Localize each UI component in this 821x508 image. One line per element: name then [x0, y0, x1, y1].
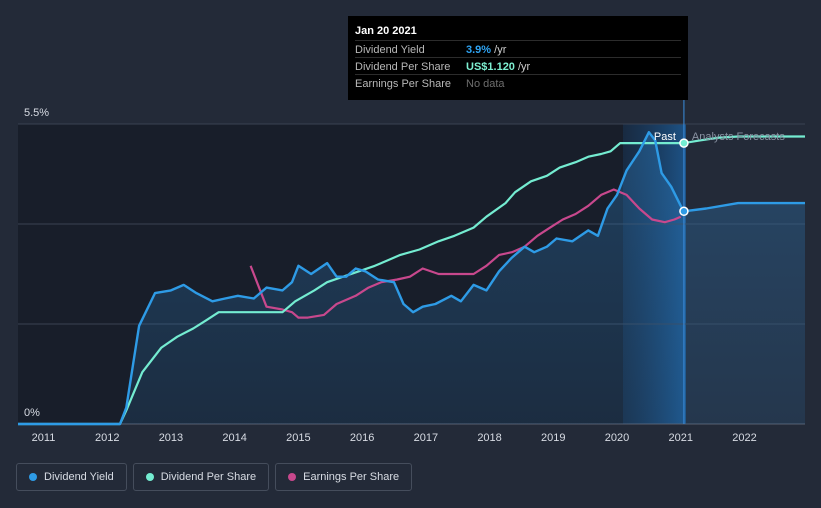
tooltip-label: Earnings Per Share: [355, 78, 451, 90]
tooltip-unit: /yr: [518, 61, 531, 73]
dividend-yield-line: [18, 131, 805, 426]
past-label: Past: [654, 131, 676, 143]
legend-item-earnings-per-share[interactable]: Earnings Per Share: [275, 463, 413, 491]
legend-dot-icon: [145, 473, 154, 481]
x-tick-label: 2013: [159, 432, 183, 444]
dividend-per-share-line: [18, 135, 805, 426]
legend-item-dividend-per-share[interactable]: Dividend Per Share: [132, 463, 270, 491]
legend-label: Earnings Per Share: [303, 471, 400, 483]
tooltip-unit: /yr: [494, 44, 507, 56]
legend-label: Dividend Yield: [44, 471, 114, 483]
x-tick-label: 2020: [605, 432, 629, 444]
dividend-per-share-marker: [679, 138, 689, 148]
tooltip-value: No data: [466, 78, 505, 90]
tooltip-label: Dividend Yield: [355, 44, 425, 56]
y-axis-top-label: 5.5%: [24, 107, 49, 119]
x-tick-label: 2015: [286, 432, 310, 444]
x-tick-label: 2021: [668, 432, 692, 444]
tooltip-label: Dividend Per Share: [355, 61, 451, 73]
y-axis-bottom-label: 0%: [24, 407, 40, 419]
x-tick-label: 2019: [541, 432, 565, 444]
x-tick-label: 2012: [95, 432, 119, 444]
earnings-per-share-line: [249, 188, 682, 319]
dividend-yield-marker: [679, 206, 689, 217]
x-axis-ticks: 2011 2012 2013 2014 2015 2016 2017 2018 2019 2020…: [32, 432, 757, 444]
tooltip-value: 3.9%: [466, 44, 492, 56]
legend-label: Dividend Per Share: [160, 471, 257, 483]
tooltip-row-dps: Dividend Per Share US$1.120 /yr: [355, 57, 681, 75]
tooltip: Jan 20 2021 Dividend Yield 3.9% /yr Divi…: [348, 16, 688, 100]
forecast-label: Analysts Forecasts: [692, 131, 785, 143]
x-tick-label: 2014: [222, 432, 246, 444]
legend-item-dividend-yield[interactable]: Dividend Yield: [16, 463, 127, 491]
x-tick-label: 2016: [350, 432, 374, 444]
tooltip-row-eps: Earnings Per Share No data: [355, 74, 681, 92]
legend-dot-icon: [29, 473, 37, 481]
x-tick-label: 2011: [32, 432, 56, 444]
x-tick-label: 2017: [414, 432, 438, 444]
legend: Dividend Yield Dividend Per Share Earnin…: [16, 463, 413, 491]
legend-dot-icon: [288, 473, 297, 481]
dividend-yield-area: [18, 132, 805, 424]
x-tick-label: 2018: [477, 432, 501, 444]
tooltip-value: US$1.120: [466, 61, 515, 73]
x-tick-label: 2022: [732, 432, 756, 444]
tooltip-row-yield: Dividend Yield 3.9% /yr: [355, 40, 681, 58]
tooltip-date: Jan 20 2021: [355, 25, 417, 37]
